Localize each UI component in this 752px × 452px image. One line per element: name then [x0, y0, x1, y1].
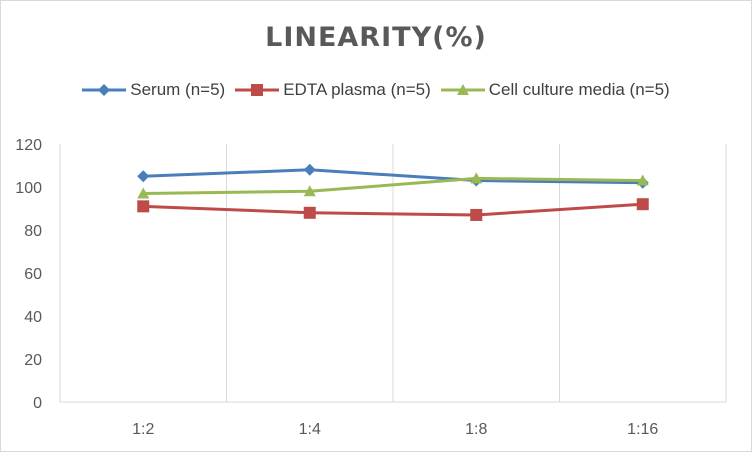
- legend-marker-diamond-icon: [82, 84, 127, 96]
- legend: Serum (n=5) EDTA plasma (n=5) Cell cultu…: [0, 80, 752, 100]
- data-point-triangle: [636, 174, 649, 186]
- data-point-diamond: [303, 163, 316, 176]
- chart-title: LINEARITY(%): [265, 22, 487, 53]
- data-point-square: [137, 200, 150, 213]
- data-point-triangle: [137, 187, 150, 199]
- data-point-square: [636, 198, 649, 211]
- legend-label-edta-plasma: EDTA plasma (n=5): [283, 80, 431, 99]
- x-tick-label: 1:16: [627, 421, 658, 438]
- legend-marker-triangle-icon: [440, 84, 485, 95]
- legend-label-cell-culture-media: Cell culture media (n=5): [488, 80, 670, 99]
- legend-label-serum: Serum (n=5): [130, 80, 226, 99]
- y-tick-label: 120: [15, 137, 42, 154]
- legend-item-edta-plasma: EDTA plasma (n=5): [235, 80, 431, 100]
- data-point-triangle: [303, 185, 316, 197]
- series-line: [143, 168, 643, 185]
- series-line: [143, 202, 643, 217]
- x-tick-label: 1:4: [299, 421, 321, 438]
- y-tick-label: 40: [24, 309, 42, 326]
- data-point-diamond: [137, 170, 150, 183]
- data-point-square: [470, 208, 483, 221]
- legend-item-cell-culture-media: Cell culture media (n=5): [440, 80, 670, 100]
- y-tick-label: 60: [24, 266, 42, 283]
- legend-item-serum: Serum (n=5): [82, 80, 225, 100]
- x-tick-label: 1:2: [132, 421, 154, 438]
- y-tick-label: 0: [33, 395, 42, 412]
- legend-marker-square-icon: [235, 84, 280, 96]
- data-point-square: [303, 206, 316, 219]
- x-tick-label: 1:8: [465, 421, 487, 438]
- y-tick-label: 20: [24, 352, 42, 369]
- y-tick-label: 80: [24, 223, 42, 240]
- series-line: [143, 176, 643, 195]
- data-point-triangle: [470, 172, 483, 184]
- y-tick-label: 100: [15, 180, 42, 197]
